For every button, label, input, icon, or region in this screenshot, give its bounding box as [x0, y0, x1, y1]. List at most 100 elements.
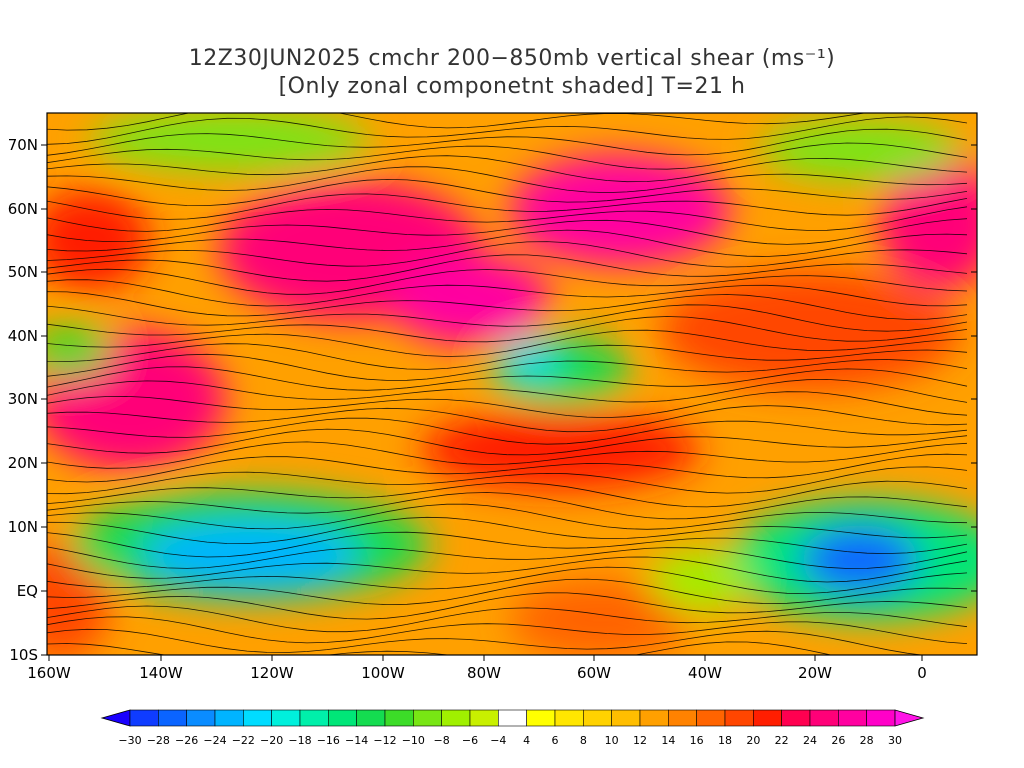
streamline	[47, 316, 968, 343]
colorbar-swatch	[554, 709, 584, 727]
shading-layer	[47, 113, 977, 655]
colorbar-swatch	[441, 709, 471, 727]
streamline	[47, 254, 968, 282]
colorbar-label: −22	[232, 734, 255, 747]
streamline	[47, 353, 968, 381]
colorbar-label: 8	[580, 734, 587, 747]
map-title: 12Z30JUN2025 cmchr 200−850mb vertical sh…	[188, 46, 836, 71]
colorbar-label: −30	[118, 734, 141, 747]
colorbar-swatch	[129, 709, 159, 727]
streamline	[47, 218, 968, 245]
streamline	[47, 113, 868, 131]
lat-label: 60N	[8, 200, 38, 218]
streamline	[47, 378, 968, 403]
streamline	[47, 166, 968, 194]
colorbar-label: −18	[288, 734, 311, 747]
lon-label: 140W	[139, 664, 183, 682]
colorbar-label: −20	[260, 734, 283, 747]
streamline	[47, 155, 968, 183]
colorbar-label: −12	[373, 734, 396, 747]
streamline	[47, 628, 925, 655]
map-subtitle: [Only zonal componetnt shaded] T=21 h	[278, 74, 746, 99]
colorbar-label: −28	[147, 734, 170, 747]
streamline	[47, 516, 968, 545]
colorbar-label: 14	[661, 734, 675, 747]
streamline	[47, 616, 968, 644]
colorbar-swatch	[498, 709, 527, 727]
streamline	[47, 546, 968, 569]
streamline	[47, 592, 968, 620]
streamline	[47, 343, 968, 370]
colorbar-label: −16	[317, 734, 340, 747]
colorbar-swatch	[838, 709, 867, 727]
streamlines	[47, 113, 968, 655]
streamline	[47, 304, 968, 332]
streamline	[47, 241, 968, 268]
colorbar-swatch	[583, 709, 612, 727]
colorbar-label: 10	[605, 734, 619, 747]
streamline	[47, 566, 968, 594]
streamline	[47, 428, 968, 456]
colorbar-swatch	[668, 709, 697, 727]
colorbar-label: 4	[523, 734, 530, 747]
colorbar-swatch	[639, 709, 669, 727]
streamline	[47, 268, 968, 295]
lon-label: 20W	[798, 664, 832, 682]
colorbar-label: 6	[552, 734, 559, 747]
colorbar-swatch	[724, 709, 754, 727]
colorbar-label: −4	[490, 734, 506, 747]
colorbar-label: 16	[690, 734, 704, 747]
colorbar-label: 26	[831, 734, 845, 747]
lat-label: 10S	[9, 646, 38, 664]
streamline	[47, 128, 968, 156]
colorbar-label: 24	[803, 734, 817, 747]
colorbar-label: −6	[462, 734, 478, 747]
colorbar-swatch	[356, 709, 386, 727]
streamline	[47, 556, 968, 583]
colorbar-label: 20	[746, 734, 760, 747]
streamline	[47, 531, 968, 558]
streamline	[47, 178, 968, 207]
streamline	[47, 441, 968, 469]
colorbar-label: −24	[203, 734, 226, 747]
colorbar-swatch	[413, 709, 442, 727]
colorbar-label: −8	[434, 734, 450, 747]
colorbar-swatch	[384, 709, 414, 727]
streamline	[47, 405, 968, 433]
streamline	[47, 503, 968, 530]
streamline	[47, 492, 968, 520]
colorbar-swatch	[526, 709, 556, 727]
streamline	[47, 466, 968, 495]
streamline	[47, 142, 968, 170]
map-frame	[46, 112, 978, 656]
streamline	[47, 480, 968, 508]
lat-label: EQ	[17, 582, 38, 600]
lat-label: 70N	[8, 136, 38, 154]
longitude-axis: 160W 140W 120W 100W 80W 60W 40W 20W 0	[27, 655, 927, 682]
colorbar-swatch	[753, 709, 782, 727]
colorbar-swatch	[809, 709, 839, 727]
lat-label: 30N	[8, 390, 38, 408]
colorbar-label: −10	[402, 734, 425, 747]
colorbar-swatch	[866, 709, 896, 727]
lon-label: 60W	[577, 664, 611, 682]
streamline	[47, 453, 968, 483]
streamline	[47, 279, 968, 307]
colorbar-swatch	[696, 709, 726, 727]
colorbar-label: 18	[718, 734, 732, 747]
colorbar-label: 30	[888, 734, 902, 747]
streamline	[47, 229, 968, 257]
colorbar-swatch	[781, 709, 811, 727]
streamline	[47, 206, 968, 232]
colorbar-high-arrow	[894, 709, 925, 727]
latitude-axis: 70N 60N 50N 40N 30N 20N 10N EQ 10S	[8, 136, 977, 664]
lat-label: 40N	[8, 327, 38, 345]
streamline	[47, 291, 968, 320]
streamline	[47, 391, 968, 419]
colorbar-swatch	[158, 709, 187, 727]
streamline	[47, 417, 968, 445]
colorbar-swatch	[271, 709, 301, 727]
colorbar-swatch	[611, 709, 641, 727]
colorbar-swatch	[186, 709, 216, 727]
colorbar-label: 12	[633, 734, 647, 747]
